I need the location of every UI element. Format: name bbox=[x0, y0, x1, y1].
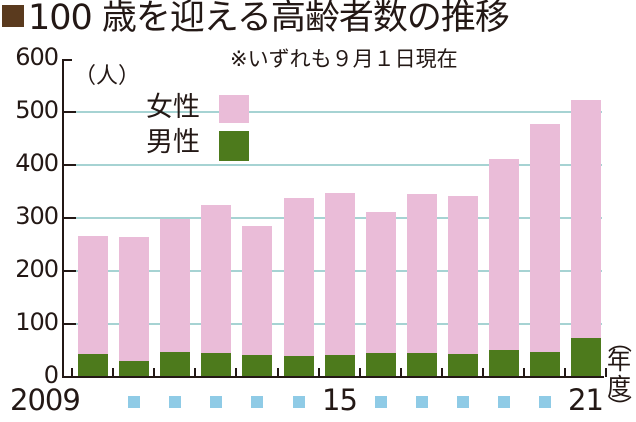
bar-segment-female bbox=[201, 204, 232, 354]
bar-segment-female bbox=[571, 99, 602, 338]
y-tick-label-0: 0 bbox=[43, 361, 59, 389]
x-year-marker-2016 bbox=[374, 396, 387, 408]
legend-female-swatch bbox=[219, 95, 249, 123]
bar-segment-male bbox=[406, 353, 437, 377]
y-tick-label-500: 500 bbox=[15, 96, 59, 124]
x-year-marker-2018 bbox=[456, 396, 469, 408]
bar-segment-female bbox=[365, 212, 396, 354]
legend-female-label: 女性 bbox=[146, 92, 200, 123]
x-unit-label: （年度） bbox=[604, 329, 634, 419]
y-tick-label-400: 400 bbox=[15, 149, 59, 177]
x-tick bbox=[482, 368, 484, 377]
x-tick bbox=[358, 368, 361, 377]
y-tick-100 bbox=[62, 323, 76, 325]
title-square-icon bbox=[2, 5, 24, 27]
x-axis bbox=[62, 376, 604, 378]
bar-segment-male bbox=[324, 354, 355, 377]
x-unit-char: ） bbox=[605, 395, 633, 419]
x-year-marker-2012 bbox=[210, 396, 223, 408]
x-tick bbox=[399, 368, 402, 377]
x-tick bbox=[153, 368, 156, 377]
bar-segment-female bbox=[119, 237, 150, 362]
bar-segment-male bbox=[283, 355, 314, 377]
x-tick bbox=[440, 368, 443, 377]
bar-segment-male bbox=[447, 354, 478, 377]
x-tick bbox=[71, 368, 73, 377]
bar-segment-female bbox=[489, 159, 519, 350]
x-label-2009: 2009 bbox=[10, 383, 81, 417]
y-tick-500 bbox=[62, 111, 76, 113]
x-year-marker-2019 bbox=[498, 396, 510, 408]
x-tick bbox=[112, 368, 115, 377]
bar-segment-male bbox=[530, 352, 561, 377]
bar-segment-female bbox=[447, 195, 478, 355]
bar-segment-male bbox=[201, 353, 232, 377]
bar-segment-male bbox=[489, 349, 519, 377]
y-tick-label-600: 600 bbox=[15, 43, 59, 71]
x-unit-char: （ bbox=[605, 329, 633, 353]
bar-segment-male bbox=[365, 353, 396, 377]
x-tick bbox=[317, 368, 320, 377]
chart-title: 100 歳を迎える高齢者数の推移 bbox=[2, 0, 510, 40]
x-label-21: 21 bbox=[568, 383, 604, 417]
y-tick-label-100: 100 bbox=[15, 308, 59, 336]
x-tick bbox=[605, 368, 608, 377]
y-tick-label-300: 300 bbox=[15, 202, 59, 230]
bar-segment-female bbox=[160, 219, 191, 353]
x-label-15: 15 bbox=[322, 383, 358, 417]
bar-segment-female bbox=[283, 197, 314, 356]
bar-segment-male bbox=[160, 352, 191, 377]
bar-segment-male bbox=[78, 354, 108, 377]
gridline-400 bbox=[76, 164, 602, 166]
chart-title-text: 100 歳を迎える高齢者数の推移 bbox=[28, 0, 510, 38]
x-tick bbox=[276, 368, 279, 377]
gridline-500 bbox=[76, 111, 602, 113]
x-year-marker-2020 bbox=[539, 396, 552, 408]
x-year-marker-2013 bbox=[251, 396, 264, 408]
x-unit-char: 年 bbox=[607, 347, 631, 375]
chart-note: ※いずれも９月１日現在 bbox=[230, 47, 458, 71]
y-unit-label: （人） bbox=[74, 64, 141, 89]
y-tick-label-200: 200 bbox=[15, 255, 59, 283]
y-tick-200 bbox=[62, 270, 76, 272]
x-unit-char: 度 bbox=[607, 373, 631, 401]
legend-male-swatch bbox=[219, 131, 249, 161]
bar-segment-male bbox=[242, 354, 273, 377]
x-year-marker-2010 bbox=[128, 396, 141, 408]
y-tick-300 bbox=[62, 217, 76, 219]
x-tick bbox=[564, 368, 567, 377]
bar-segment-male bbox=[119, 361, 150, 377]
legend-male-label: 男性 bbox=[146, 127, 200, 158]
y-tick-400 bbox=[62, 164, 76, 166]
x-year-marker-2017 bbox=[415, 396, 428, 408]
bar-segment-female bbox=[406, 194, 437, 354]
bar-segment-female bbox=[530, 124, 561, 353]
bar-segment-female bbox=[324, 193, 355, 355]
bar-segment-female bbox=[78, 236, 108, 355]
x-tick bbox=[194, 368, 197, 377]
y-axis-cap bbox=[62, 59, 72, 61]
x-tick bbox=[523, 368, 526, 377]
x-tick bbox=[235, 368, 238, 377]
bar-segment-male bbox=[571, 337, 602, 377]
bar-segment-female bbox=[242, 225, 273, 355]
x-year-marker-2011 bbox=[169, 396, 182, 408]
x-year-marker-2014 bbox=[292, 396, 305, 408]
